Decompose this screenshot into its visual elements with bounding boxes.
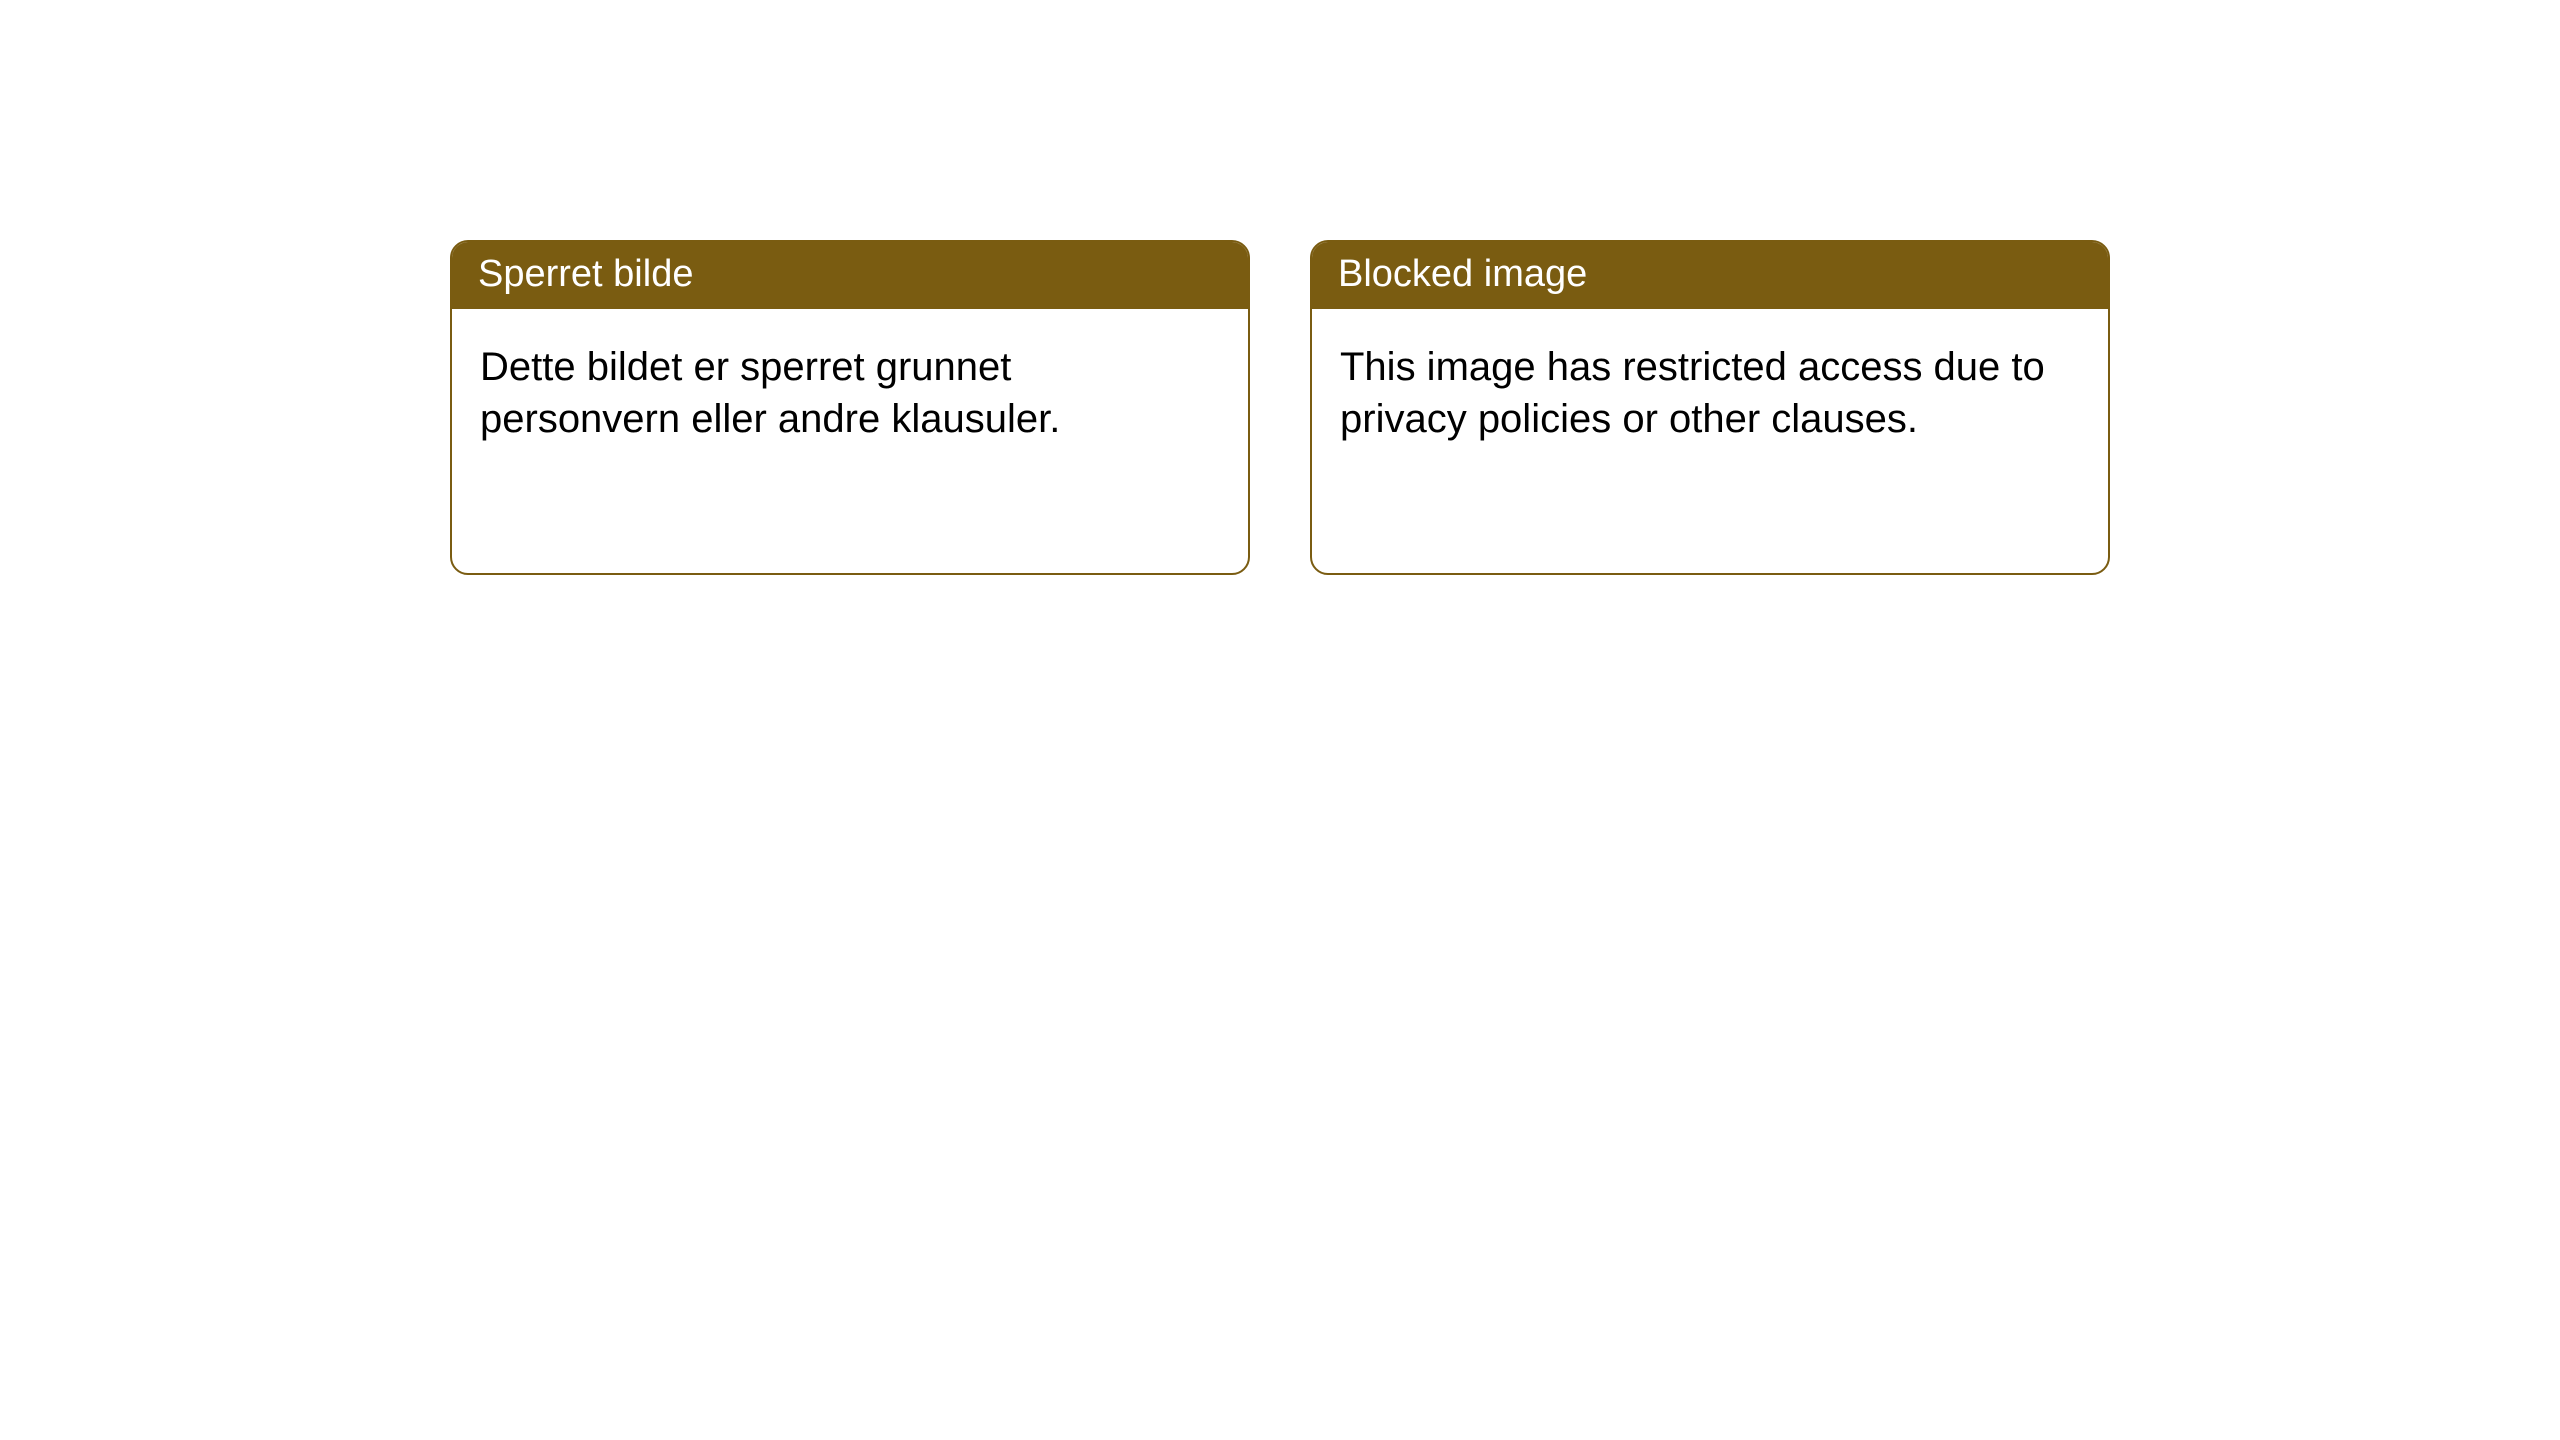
notice-container: Sperret bilde Dette bildet er sperret gr… [450,240,2110,575]
card-header-english: Blocked image [1312,242,2108,309]
card-header-norwegian: Sperret bilde [452,242,1248,309]
notice-card-norwegian: Sperret bilde Dette bildet er sperret gr… [450,240,1250,575]
card-body-norwegian: Dette bildet er sperret grunnet personve… [452,309,1248,477]
notice-card-english: Blocked image This image has restricted … [1310,240,2110,575]
card-body-english: This image has restricted access due to … [1312,309,2108,477]
